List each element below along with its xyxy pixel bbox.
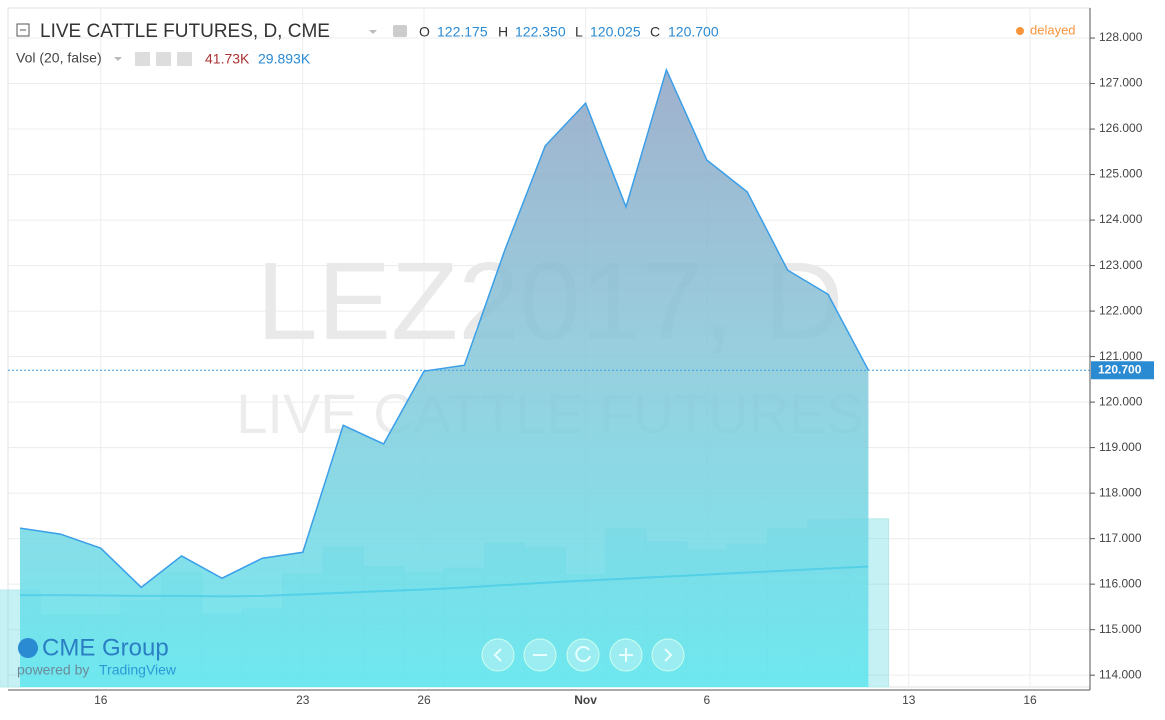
- y-tick-label: 114.000: [1099, 667, 1142, 681]
- ohlc-value: 120.700: [668, 24, 719, 40]
- price-line: [19, 67, 870, 589]
- volume-value: 41.73K: [205, 51, 250, 67]
- y-tick-label: 121.000: [1099, 349, 1143, 363]
- reset-button[interactable]: [566, 638, 600, 672]
- y-tick-label: 128.000: [1099, 30, 1143, 44]
- eye-icon[interactable]: [135, 52, 150, 66]
- x-tick-label: 6: [703, 693, 710, 707]
- collapse-icon[interactable]: [16, 23, 30, 37]
- ohlc-value: 122.175: [437, 24, 488, 40]
- dropdown-icon[interactable]: [369, 30, 377, 34]
- y-tick-label: 119.000: [1099, 440, 1142, 454]
- y-tick-label: 123.000: [1099, 258, 1143, 272]
- x-tick-label: 26: [417, 693, 431, 707]
- ohlc-label: O: [419, 24, 430, 40]
- provider[interactable]: TradingView: [99, 662, 177, 678]
- y-tick-label: 120.000: [1099, 394, 1143, 408]
- y-tick-label: 127.000: [1099, 76, 1143, 90]
- dropdown-icon[interactable]: [114, 57, 122, 61]
- cme-logo: CME Group: [42, 634, 169, 661]
- status: delayed: [1030, 22, 1076, 37]
- scroll-right-button[interactable]: [651, 638, 685, 672]
- x-tick-label: 23: [296, 693, 310, 707]
- y-tick-label: 122.000: [1099, 303, 1143, 317]
- y-tick-label: 126.000: [1099, 121, 1143, 135]
- symbol-title[interactable]: LIVE CATTLE FUTURES, D, CME: [40, 21, 330, 42]
- y-tick-label: 118.000: [1099, 485, 1142, 499]
- ohlc-label: L: [575, 24, 583, 40]
- y-tick-label: 116.000: [1099, 576, 1142, 590]
- scroll-left-button[interactable]: [481, 638, 515, 672]
- status-dot: [1016, 27, 1024, 35]
- y-tick-label: 115.000: [1099, 622, 1142, 636]
- price-area: [20, 69, 869, 687]
- x-tick-label: 16: [94, 693, 108, 707]
- close-icon[interactable]: [177, 52, 192, 66]
- volume-ma-line: [20, 565, 869, 598]
- last-price-tag: [1091, 361, 1154, 380]
- x-tick-label: Nov: [574, 693, 597, 707]
- ohlc-label: H: [498, 24, 508, 40]
- last-price-label: 120.700: [1098, 362, 1142, 376]
- eye-icon[interactable]: [393, 25, 407, 37]
- cme-logo-icon: [18, 638, 38, 658]
- y-tick-label: 125.000: [1099, 167, 1143, 181]
- navigation-icons: [493, 646, 673, 663]
- volume-ma-value: 29.893K: [258, 51, 311, 67]
- ohlc-value: 120.025: [590, 24, 641, 40]
- y-tick-label: 124.000: [1099, 212, 1143, 226]
- x-tick-label: 16: [1023, 693, 1037, 707]
- y-tick-label: 117.000: [1099, 531, 1142, 545]
- settings-icon[interactable]: [156, 52, 171, 66]
- volume-study[interactable]: Vol (20, false): [16, 50, 102, 66]
- powered-by: powered by: [17, 662, 89, 678]
- ohlc-label: C: [650, 24, 660, 40]
- ohlc-value: 122.350: [515, 24, 566, 40]
- x-tick-label: 13: [902, 693, 916, 707]
